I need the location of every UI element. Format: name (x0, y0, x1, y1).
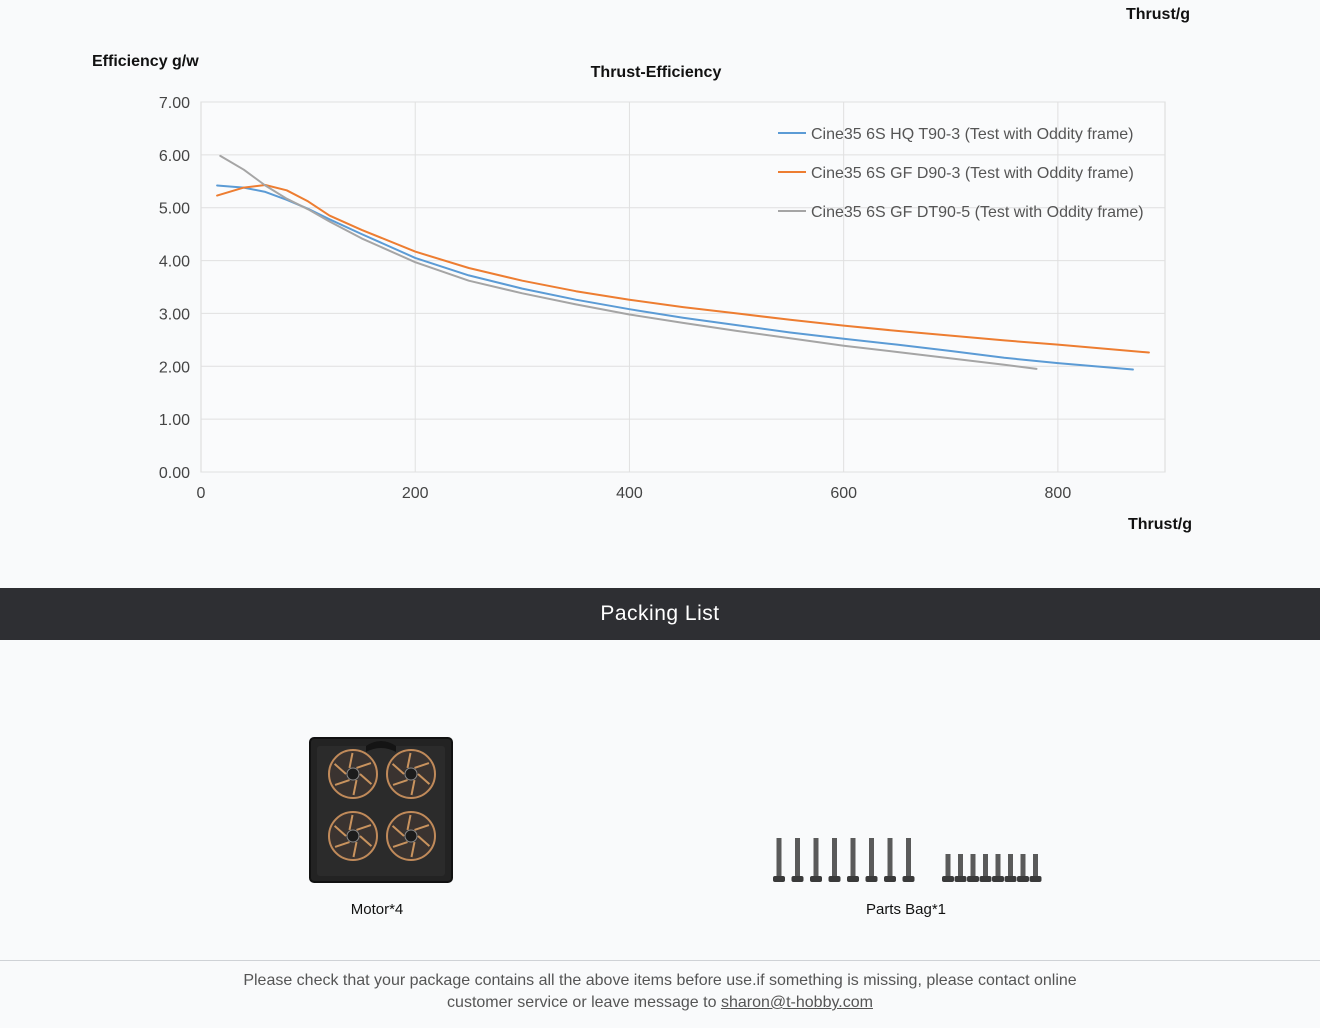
chart-svg: 0.00 1.00 2.00 3.00 4.00 5.00 6.00 7.00 0 200 400 6… (92, 53, 1192, 533)
y-tick-label: 1.00 (159, 412, 190, 429)
screw-shaft (983, 854, 988, 876)
motor-spoke (414, 824, 430, 831)
x-tick-label: 800 (1045, 485, 1072, 502)
x-axis-label: Thrust/g (1128, 516, 1192, 533)
screw-shaft (832, 838, 837, 876)
contact-email-link[interactable]: sharon@t-hobby.com (720, 994, 873, 1011)
motor-spoke (392, 779, 408, 786)
screw-shaft (1008, 854, 1013, 876)
screw-head (847, 876, 859, 882)
motor-spoke (417, 835, 431, 847)
screw-shaft (995, 854, 1001, 876)
y-tick-label: 2.00 (159, 359, 190, 376)
screw-head (773, 876, 785, 882)
screw-shaft (1033, 854, 1038, 876)
motor-spoke (333, 763, 347, 775)
y-tick-label: 4.00 (159, 254, 190, 271)
screws-image (773, 838, 1042, 882)
top-unit-label: Thrust/g (1126, 6, 1190, 23)
y-tick-label: 5.00 (159, 201, 190, 218)
motor-spoke (359, 835, 373, 847)
legend-label-1: Cine35 6S HQ T90-3 (Test with Oddity fra… (811, 126, 1134, 143)
motor-spoke (414, 762, 430, 769)
screw-head (1017, 876, 1029, 882)
motor-label: Motor*4 (350, 901, 404, 918)
motor-spoke (417, 773, 431, 785)
motor-spoke (410, 779, 416, 796)
motor-spoke (333, 825, 347, 837)
screw-shaft (869, 838, 874, 876)
screw-head (979, 876, 992, 882)
screw-shaft (906, 838, 911, 876)
screw-head (828, 876, 841, 882)
x-tick-label: 200 (402, 485, 429, 502)
packing-list-header: Packing List (0, 588, 1320, 640)
motor-spoke (348, 752, 354, 769)
motor-spoke (391, 763, 405, 775)
motor-spoke (348, 814, 354, 831)
x-tick-label: 600 (830, 485, 857, 502)
screw-head (942, 876, 954, 882)
motor-hub (404, 767, 418, 781)
screw-shaft (1020, 854, 1026, 876)
screw-head (884, 876, 896, 882)
screw-shaft (850, 838, 856, 876)
screw-shaft (970, 854, 976, 876)
y-tick-label: 6.00 (159, 148, 190, 165)
screw-head (865, 876, 878, 882)
motor-spoke (391, 825, 405, 837)
y-tick-label: 0.00 (159, 465, 190, 482)
motor-spoke (334, 779, 350, 786)
legend-label-2: Cine35 6S GF D90-3 (Test with Oddity fra… (811, 165, 1134, 182)
screw-shaft (887, 838, 893, 876)
footer-note: Please check that your package contains … (200, 970, 1120, 1014)
parts-bag-label: Parts Bag*1 (865, 901, 947, 918)
motor-spoke (356, 762, 372, 769)
screw-head (810, 876, 822, 882)
motor-spoke (392, 841, 408, 848)
x-tick-label: 400 (616, 485, 643, 502)
motor-spoke (352, 841, 358, 858)
y-axis-label: Efficiency g/w (92, 53, 199, 70)
screw-shaft (795, 838, 800, 876)
screw-head (967, 876, 979, 882)
y-tick-label: 3.00 (159, 306, 190, 323)
screw-head (992, 876, 1004, 882)
motor-hub (346, 829, 360, 843)
footer-text-line-2: customer service or leave message to sha… (200, 992, 1120, 1014)
motor-box-image (309, 737, 453, 883)
screw-head (902, 876, 915, 882)
screw-shaft (813, 838, 819, 876)
packing-list-title: Packing List (600, 602, 720, 625)
screw-head (954, 876, 967, 882)
screw-head (791, 876, 804, 882)
motor-spoke (352, 779, 358, 796)
footer-text-line-1: Please check that your package contains … (243, 972, 1077, 989)
motor-spoke (406, 752, 412, 769)
screw-shaft (776, 838, 782, 876)
series-line-3 (219, 154, 1038, 370)
screw-shaft (958, 854, 963, 876)
chart-title: Thrust-Efficiency (591, 64, 722, 81)
footer-divider (0, 960, 1320, 961)
screw-head (1004, 876, 1017, 882)
thrust-efficiency-chart: 0.00 1.00 2.00 3.00 4.00 5.00 6.00 7.00 0 200 400 6… (0, 30, 1320, 560)
motor-spoke (359, 773, 373, 785)
motor-spoke (356, 824, 372, 831)
x-tick-label: 0 (197, 485, 206, 502)
plot-area (200, 101, 1166, 473)
screw-shaft (945, 854, 951, 876)
motor-spoke (410, 841, 416, 858)
motor-spoke (334, 841, 350, 848)
series-line-2 (216, 184, 1150, 354)
motor-hub (404, 829, 418, 843)
footer-text-line-2-prefix: customer service or leave message to (447, 994, 721, 1011)
legend-label-3: Cine35 6S GF DT90-5 (Test with Oddity fr… (811, 204, 1144, 221)
motor-hub (346, 767, 360, 781)
motor-spoke (406, 814, 412, 831)
y-tick-label: 7.00 (159, 95, 190, 112)
screw-head (1029, 876, 1042, 882)
